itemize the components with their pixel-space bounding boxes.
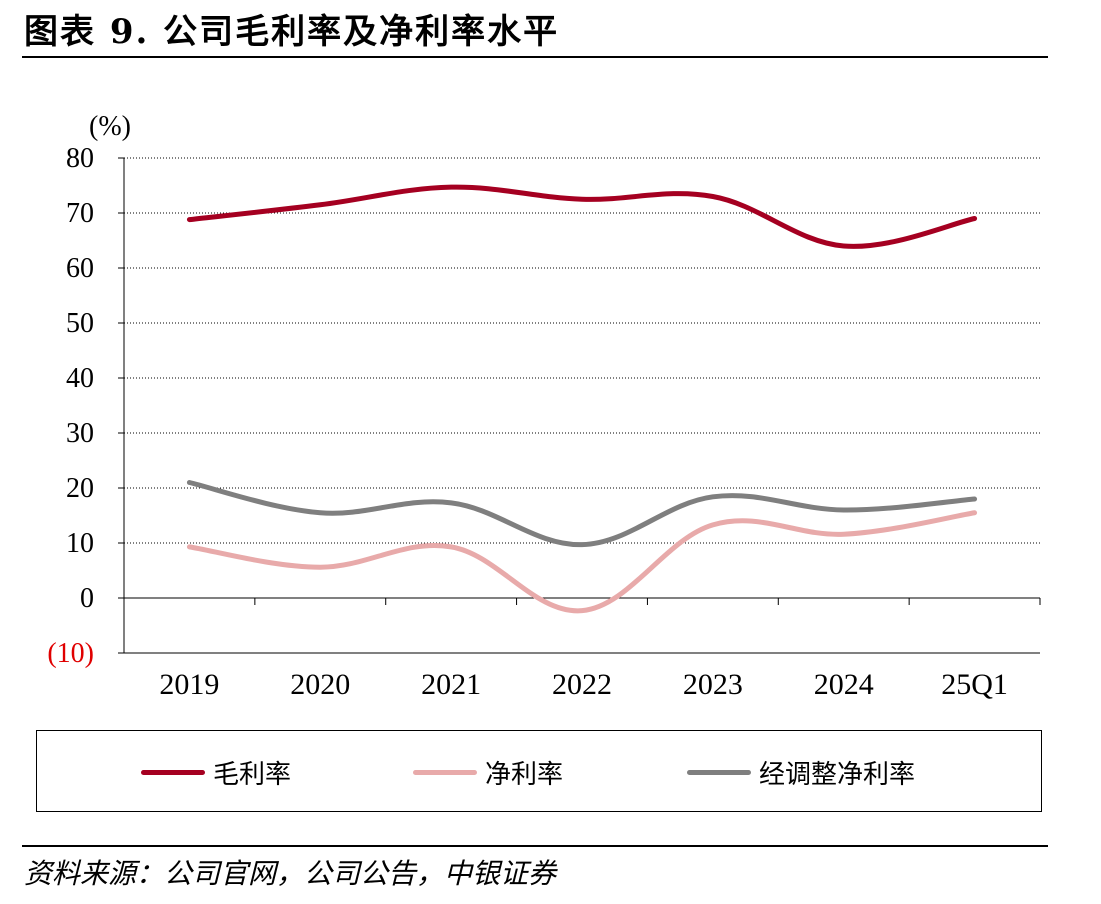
legend-item: 毛利率 xyxy=(141,731,291,813)
legend-swatch xyxy=(687,769,751,775)
y-tick-label: (10) xyxy=(47,638,94,669)
title-divider xyxy=(22,56,1048,58)
y-tick-label: 70 xyxy=(66,198,94,229)
series-line-2 xyxy=(186,510,978,614)
legend-item: 净利率 xyxy=(413,731,563,813)
legend-label: 毛利率 xyxy=(213,759,292,790)
y-tick-label: 20 xyxy=(66,473,94,504)
legend-swatch xyxy=(413,769,477,775)
x-tick-label: 2020 xyxy=(290,668,350,701)
y-tick-label: 40 xyxy=(66,363,94,394)
legend-label: 净利率 xyxy=(485,759,564,790)
source-divider xyxy=(22,845,1048,847)
series-line-1 xyxy=(186,184,978,249)
line-chart: (10) 0 10 20 30 40 50 60 70 80(%) 2019 2020 2021 2022… xyxy=(47,111,1041,701)
chart-legend: 毛利率 净利率 经调整净利率 xyxy=(36,730,1042,812)
y-tick-label: 30 xyxy=(66,418,94,449)
y-tick-label: 0 xyxy=(80,583,94,614)
x-tick-label: 2022 xyxy=(552,668,612,701)
x-tick-label: 2024 xyxy=(814,668,874,701)
x-tick-label: 2023 xyxy=(683,668,743,701)
x-tick-label: 2021 xyxy=(421,668,481,701)
y-tick-label: 10 xyxy=(66,528,94,559)
y-tick-label: 60 xyxy=(66,253,94,284)
y-tick-label: 50 xyxy=(66,308,94,339)
legend-item: 经调整净利率 xyxy=(687,731,915,813)
y-tick-label: 80 xyxy=(66,143,94,174)
legend-swatch xyxy=(141,769,205,775)
source-note: 资料来源：公司官网，公司公告，中银证券 xyxy=(24,857,557,890)
legend-label: 经调整净利率 xyxy=(759,759,916,790)
chart-title: 图表 9. 公司毛利率及净利率水平 xyxy=(24,12,560,52)
x-tick-label: 25Q1 xyxy=(941,668,1008,701)
y-axis-unit-label: (%) xyxy=(89,111,131,142)
x-tick-label: 2019 xyxy=(159,668,219,701)
